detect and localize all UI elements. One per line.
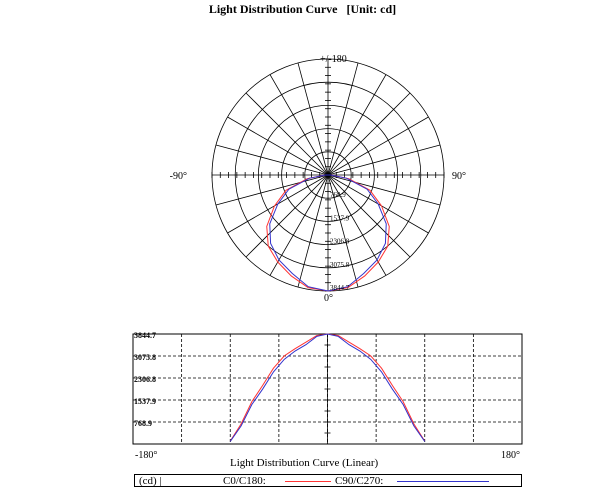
polar-spoke	[327, 174, 411, 258]
polar-ring-label: 1537.9	[330, 214, 350, 222]
polar-bottom-label: 0°	[324, 293, 333, 304]
polar-ring-label: 768.9	[330, 191, 346, 199]
polar-top-label: +/-180	[320, 54, 347, 65]
linear-chart-caption: Light Distribution Curve (Linear)	[230, 457, 379, 469]
polar-spoke	[297, 62, 329, 176]
linear-y-tick-label: 3075.8	[134, 353, 156, 362]
linear-y-tick-label: 768.9	[134, 419, 152, 428]
polar-ring-label: 2306.8	[330, 238, 350, 246]
legend-series2-line	[397, 481, 489, 482]
linear-y-tick-label: 1537.9	[134, 397, 156, 406]
linear-x-right-label: 180°	[501, 450, 520, 461]
polar-spoke	[327, 74, 387, 176]
linear-x-left-label: -180°	[135, 450, 157, 461]
polar-spoke	[327, 174, 441, 206]
polar-spoke	[215, 144, 329, 176]
polar-spoke	[327, 174, 359, 288]
polar-left-label: -90°	[170, 171, 187, 182]
polar-spoke	[327, 92, 411, 176]
polar-spoke	[327, 62, 359, 176]
linear-y-tick-label: 3844.7	[134, 331, 156, 340]
polar-spoke	[245, 174, 329, 258]
legend-series2-label: C90/C270:	[335, 475, 384, 487]
legend-unit: (cd) |	[139, 475, 162, 487]
polar-spoke	[297, 174, 329, 288]
polar-spoke	[215, 174, 329, 206]
legend-series1-label: C0/C180:	[223, 475, 266, 487]
polar-ring-label: 3844.7	[330, 284, 350, 292]
polar-spoke	[227, 116, 329, 176]
polar-spoke	[269, 74, 329, 176]
polar-right-label: 90°	[452, 171, 466, 182]
legend: (cd) | C0/C180: C90/C270:	[134, 474, 522, 487]
polar-spoke	[245, 92, 329, 176]
polar-curve-c90-c270	[269, 174, 387, 292]
polar-ring-label: 3075.8	[330, 261, 350, 269]
polar-spoke	[269, 174, 329, 276]
polar-spoke	[327, 144, 441, 176]
linear-y-tick-label: 2306.8	[134, 375, 156, 384]
legend-series1-line	[285, 481, 331, 482]
linear-curve-c90-c270	[229, 333, 426, 442]
polar-spoke	[327, 116, 429, 176]
polar-spoke	[327, 174, 387, 276]
page-title: Light Distribution Curve [Unit: cd]	[208, 2, 397, 16]
